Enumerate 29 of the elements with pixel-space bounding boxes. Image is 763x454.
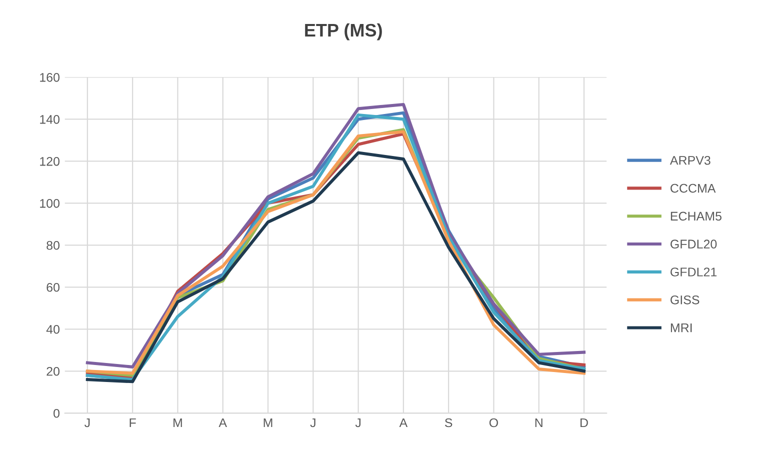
x-tick-label: A [218, 418, 228, 428]
legend-label: MRI [670, 324, 692, 332]
x-tick-label: A [399, 418, 408, 428]
y-tick-label: 80 [46, 240, 60, 250]
legend-label: CCCMA [670, 184, 716, 193]
x-tick-label: J [84, 418, 90, 428]
legend-label: GFDL20 [670, 240, 717, 249]
x-tick-label: J [310, 418, 316, 428]
x-tick-label: N [535, 418, 542, 428]
y-tick-label: 20 [46, 366, 60, 376]
x-tick-label: M [264, 418, 272, 428]
chart-title: ETP (MS) [305, 23, 382, 40]
legend-label: ARPV3 [670, 156, 710, 165]
y-tick-label: 120 [40, 156, 60, 166]
y-tick-label: 60 [46, 282, 60, 292]
legend-label: ECHAM5 [670, 212, 722, 221]
x-tick-label: J [355, 418, 360, 428]
y-tick-label: 40 [46, 324, 60, 334]
y-tick-label: 160 [40, 72, 60, 82]
legend-label: GISS [670, 295, 700, 304]
x-tick-label: M [174, 418, 182, 428]
x-tick-label: F [130, 418, 136, 428]
x-tick-label: S [444, 418, 452, 428]
x-tick-label: O [489, 418, 498, 428]
y-tick-label: 0 [54, 408, 60, 418]
x-tick-label: D [580, 418, 588, 428]
y-tick-label: 140 [40, 114, 60, 124]
y-tick-label: 100 [40, 198, 60, 208]
legend-label: GFDL21 [670, 268, 717, 276]
